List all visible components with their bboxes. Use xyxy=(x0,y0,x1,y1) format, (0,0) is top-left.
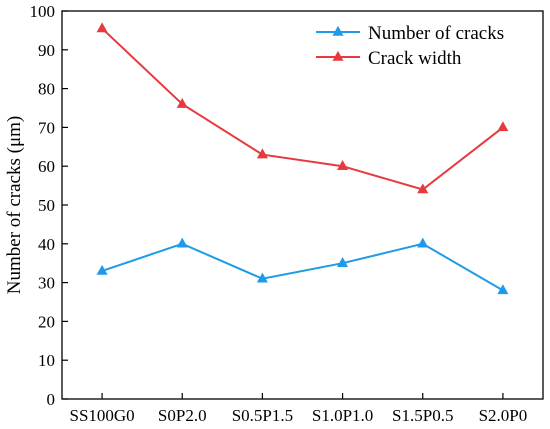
series-1 xyxy=(96,22,509,194)
y-tick-label: 40 xyxy=(38,235,55,254)
y-axis-label: Number of cracks (μm) xyxy=(4,116,25,294)
data-point xyxy=(176,237,188,248)
data-point xyxy=(337,257,349,267)
legend-label: Crack width xyxy=(368,48,462,69)
legend-marker xyxy=(332,25,344,36)
data-point xyxy=(176,97,188,108)
y-tick-label: 100 xyxy=(30,2,56,21)
legend: Number of cracks Crack width xyxy=(316,23,504,69)
x-axis-ticks: SS100G0 S0P2.0 S0.5P1.5 S1.0P1.0 S1.5P0.5 S2.… xyxy=(69,393,527,425)
plot-border xyxy=(61,10,544,400)
data-point xyxy=(96,264,108,275)
y-tick-label: 90 xyxy=(38,41,55,60)
x-tick-label: S1.0P1.0 xyxy=(312,406,373,425)
data-point xyxy=(497,284,509,295)
y-tick-label: 30 xyxy=(38,274,55,293)
legend-item: Crack width xyxy=(316,48,462,69)
series-0 xyxy=(96,237,509,295)
x-tick-label: S1.5P0.5 xyxy=(392,406,453,425)
series-line xyxy=(101,27,504,191)
legend-item: Number of cracks xyxy=(316,23,504,44)
x-tick-label: S0P2.0 xyxy=(158,406,207,425)
y-tick-label: 20 xyxy=(38,312,55,331)
y-tick-label: 50 xyxy=(38,196,55,215)
data-point xyxy=(256,272,268,283)
legend-marker xyxy=(332,50,344,61)
x-tick-label: SS100G0 xyxy=(69,406,134,425)
y-tick-label: 70 xyxy=(38,118,55,137)
x-tick-label: S2.0P0 xyxy=(479,406,528,425)
y-tick-label: 0 xyxy=(47,390,56,409)
series-lines xyxy=(96,22,509,295)
y-tick-label: 60 xyxy=(38,157,55,176)
y-axis-ticks: 0 10 20 30 40 50 60 70 80 90 100 xyxy=(30,2,68,409)
data-point xyxy=(337,160,349,170)
series-line xyxy=(101,242,504,292)
data-point xyxy=(497,121,509,132)
data-point xyxy=(417,183,429,194)
x-tick-label: S0.5P1.5 xyxy=(232,406,293,425)
y-tick-label: 80 xyxy=(38,80,55,99)
data-point xyxy=(417,237,429,248)
data-point xyxy=(96,22,108,33)
y-tick-label: 10 xyxy=(38,351,55,370)
legend-label: Number of cracks xyxy=(368,23,504,44)
data-point xyxy=(256,148,268,159)
plot-frame xyxy=(61,10,544,400)
